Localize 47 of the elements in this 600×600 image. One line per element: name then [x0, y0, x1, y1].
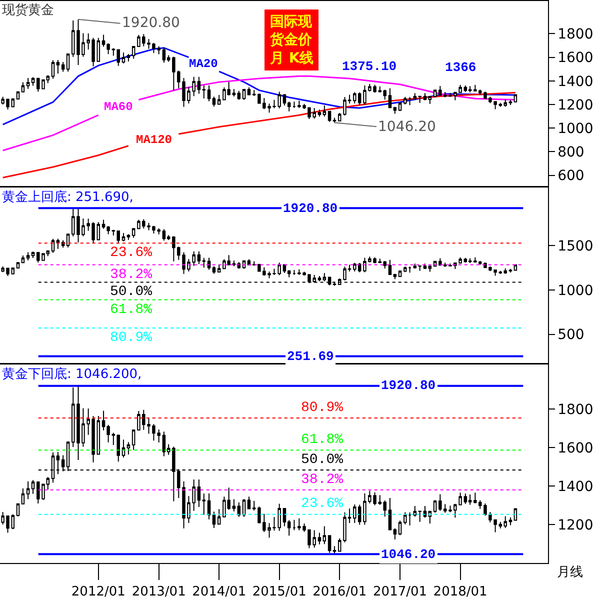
annotation: 1046.20	[378, 119, 436, 135]
annotation: 1920.80	[122, 15, 180, 31]
y-tick-label: 1800	[558, 26, 594, 43]
y-tick-label: 1800	[558, 402, 594, 418]
chart-title: 现货黄金	[2, 3, 54, 18]
x-tick-label: 2017/01	[373, 584, 428, 600]
y-tick-label: 1400	[558, 74, 594, 90]
annotation: 80.9%	[301, 400, 344, 416]
y-tick-label: 1400	[558, 478, 594, 495]
text: 月线	[557, 565, 583, 580]
annotation: 80.9%	[110, 330, 153, 346]
y-tick-label: 1000	[558, 120, 594, 137]
chart-title: 黄金下回底: 1046.200,	[2, 367, 142, 382]
annotation: 50.0%	[110, 284, 153, 300]
annotation: 50.0%	[301, 452, 344, 468]
series-label: MA60	[104, 100, 133, 114]
y-tick-label: 600	[558, 168, 584, 184]
x-tick-label: 2016/01	[312, 584, 367, 600]
ref-line-label: 1046.20	[381, 547, 436, 562]
ref-line-label: 1920.80	[381, 378, 436, 393]
annotation: 38.2%	[301, 472, 344, 488]
annotation: 23.6%	[301, 496, 344, 512]
x-tick-label: 2015/01	[252, 584, 306, 600]
y-tick-label: 1600	[558, 440, 594, 456]
x-tick-label: 2012/01	[71, 584, 126, 600]
annotation: 61.8%	[301, 432, 344, 448]
y-tick-label: 500	[558, 327, 584, 344]
series-label: MA120	[136, 133, 172, 147]
x-tick-label: 2013/01	[132, 584, 186, 600]
annotation: 1366	[445, 60, 476, 75]
y-tick-label: 1000	[558, 282, 594, 299]
annotation: 61.8%	[110, 302, 153, 318]
chart-title: 黄金上回底: 251.690,	[2, 190, 134, 205]
x-tick-label: 2014/01	[192, 584, 246, 600]
series-label: MA20	[189, 57, 218, 71]
annotation: 国际现货金价月 K线	[269, 14, 314, 66]
y-tick-label: 1200	[558, 97, 594, 114]
y-tick-label: 1600	[558, 50, 594, 66]
annotation: 1375.10	[342, 59, 397, 74]
y-tick-label: 800	[558, 144, 584, 161]
annotation: 38.2%	[110, 267, 153, 283]
ref-line-label: 1920.80	[283, 201, 338, 216]
ref-line-label: 251.69	[287, 349, 334, 364]
annotation: 23.6%	[110, 245, 153, 261]
y-tick-label: 1200	[558, 517, 594, 534]
y-tick-label: 1500	[558, 238, 594, 254]
x-tick-label: 2018/01	[433, 584, 488, 600]
